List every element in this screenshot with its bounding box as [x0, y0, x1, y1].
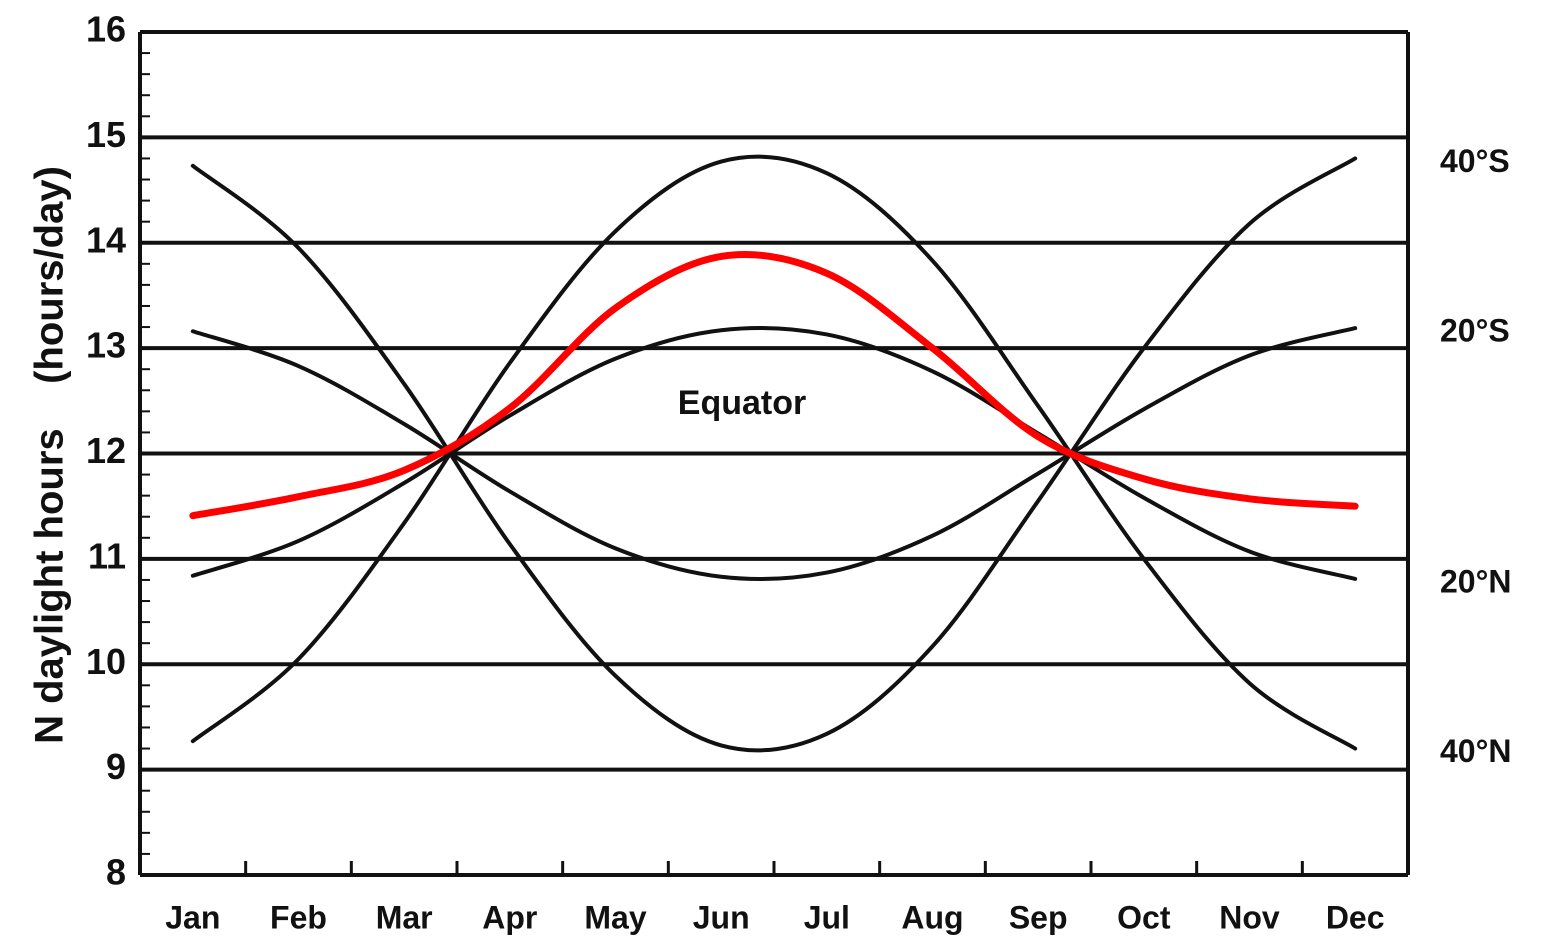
series-line — [189, 251, 1359, 520]
y-tick-label: 16 — [86, 9, 126, 50]
y-tick-label: 14 — [86, 219, 126, 260]
x-tick-label: Dec — [1326, 899, 1385, 935]
x-tick-label: May — [584, 899, 646, 935]
series-line — [190, 156, 1358, 753]
y-tick-label: 12 — [86, 430, 126, 471]
y-axis-label: N daylight hours (hours/day) — [28, 166, 72, 744]
x-tick-label: Oct — [1117, 899, 1171, 935]
x-tick-label: Aug — [901, 899, 963, 935]
y-tick-label: 15 — [86, 114, 126, 155]
y-tick-label: 9 — [106, 746, 126, 787]
annotation: Equator — [678, 384, 806, 422]
series-label: 20°N — [1440, 563, 1512, 599]
y-tick-label: 11 — [88, 535, 126, 576]
x-tick-label: Jun — [693, 899, 750, 935]
series-line — [190, 154, 1358, 751]
series-label: 20°S — [1440, 313, 1510, 349]
y-tick-label: 10 — [86, 641, 126, 682]
y-tick-label: 8 — [106, 852, 126, 893]
y-tick-label: 13 — [86, 325, 126, 366]
x-tick-label: Nov — [1219, 899, 1280, 935]
x-tick-label: Jul — [804, 899, 850, 935]
series-line — [190, 325, 1358, 581]
x-tick-label: Jan — [165, 899, 220, 935]
series-label: 40°N — [1440, 733, 1512, 769]
series-label: 40°S — [1440, 143, 1510, 179]
x-tick-label: Sep — [1009, 899, 1068, 935]
series-line — [190, 326, 1358, 582]
x-tick-label: Feb — [270, 899, 327, 935]
x-tick-label: Mar — [376, 899, 433, 935]
x-tick-label: Apr — [482, 899, 537, 935]
